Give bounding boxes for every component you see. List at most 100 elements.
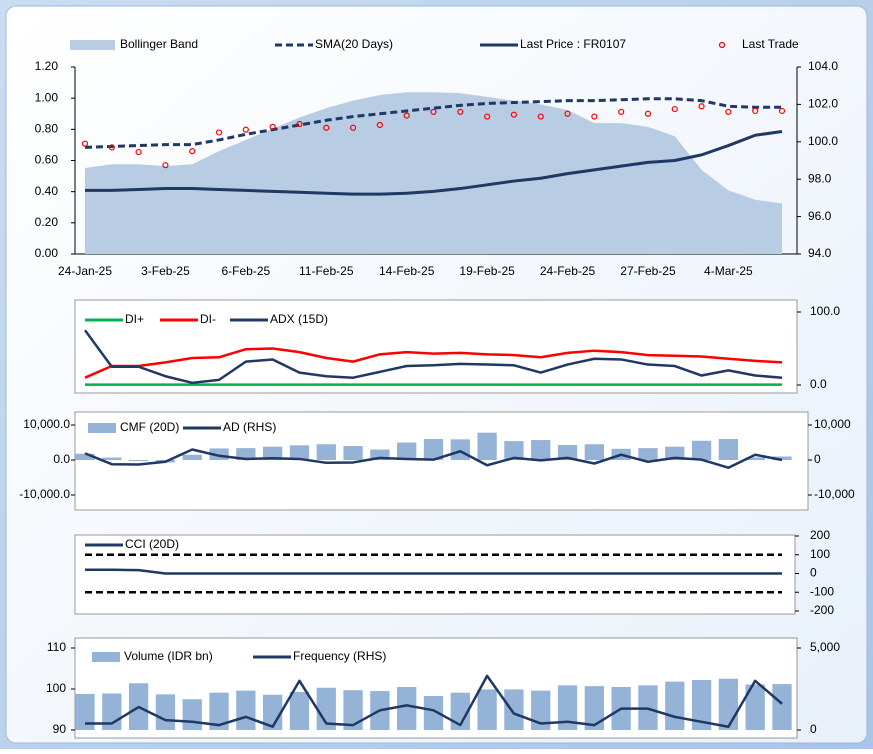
y2-tick-label: 98.0 bbox=[808, 171, 832, 185]
trade-marker bbox=[618, 108, 625, 115]
legend-label: DI- bbox=[200, 312, 216, 326]
y-tick-label: 0.00 bbox=[35, 246, 59, 260]
bar bbox=[557, 685, 578, 730]
trade-marker bbox=[591, 113, 598, 120]
y2-tick-label: 5,000 bbox=[810, 640, 840, 654]
bar bbox=[263, 694, 283, 730]
trade-marker bbox=[323, 124, 330, 131]
bar bbox=[665, 446, 685, 460]
bar bbox=[102, 457, 122, 460]
bar bbox=[316, 444, 336, 460]
trade-marker bbox=[644, 110, 652, 117]
bar bbox=[128, 460, 149, 462]
legend-label: DI+ bbox=[125, 312, 144, 326]
y-tick-label: 110 bbox=[47, 640, 66, 654]
x-tick-label: 27-Feb-25 bbox=[620, 264, 676, 278]
legend-swatch bbox=[88, 423, 116, 433]
bar bbox=[557, 444, 578, 460]
y2-tick-label: 100.0 bbox=[808, 134, 838, 148]
y-tick-label: 10,000.0 bbox=[23, 417, 70, 431]
bar bbox=[477, 689, 497, 730]
bar bbox=[182, 454, 202, 460]
bar bbox=[209, 692, 229, 730]
bar bbox=[450, 439, 470, 460]
y2-tick-label: -100 bbox=[810, 584, 834, 598]
legend-label: CCI (20D) bbox=[125, 537, 179, 551]
y-tick-label: 1.00 bbox=[35, 90, 59, 104]
trade-marker bbox=[698, 103, 705, 110]
bar bbox=[289, 691, 310, 730]
bar bbox=[423, 695, 444, 730]
legend-swatch bbox=[92, 652, 120, 662]
trade-marker bbox=[484, 113, 491, 120]
bar bbox=[182, 699, 202, 730]
trade-marker bbox=[135, 148, 142, 156]
trade-marker bbox=[537, 113, 544, 120]
bar bbox=[155, 694, 176, 730]
y-tick-label: 1.20 bbox=[35, 59, 59, 73]
bar bbox=[691, 679, 712, 730]
bar bbox=[745, 684, 765, 730]
trade-marker bbox=[242, 126, 249, 133]
y-tick-label: 0.20 bbox=[35, 215, 59, 229]
bar bbox=[745, 457, 765, 460]
trade-marker bbox=[269, 123, 276, 130]
bar bbox=[370, 449, 390, 460]
trade-marker bbox=[564, 110, 571, 117]
y2-tick-label: -200 bbox=[810, 603, 834, 617]
trade-marker bbox=[752, 107, 759, 115]
y2-tick-label: 100.0 bbox=[810, 304, 840, 318]
bar bbox=[75, 453, 95, 460]
series-line bbox=[85, 130, 783, 196]
y-tick-label: -10,000.0 bbox=[19, 487, 70, 501]
trade-marker bbox=[671, 105, 678, 113]
y2-tick-label: 94.0 bbox=[808, 246, 832, 260]
series-line bbox=[84, 448, 783, 469]
y2-tick-label: 0 bbox=[810, 566, 817, 580]
x-tick-label: 24-Feb-25 bbox=[540, 264, 596, 278]
trade-marker bbox=[349, 124, 357, 131]
trade-marker bbox=[778, 107, 786, 115]
y2-tick-label: 96.0 bbox=[808, 209, 832, 223]
series-line bbox=[85, 568, 782, 575]
series-line bbox=[85, 674, 783, 728]
x-tick-label: 3-Feb-25 bbox=[141, 264, 190, 278]
bar bbox=[584, 444, 604, 460]
legend-label: Volume (IDR bn) bbox=[124, 649, 213, 663]
y2-tick-label: 0.0 bbox=[810, 377, 827, 391]
y2-tick-label: 200 bbox=[810, 528, 830, 542]
trade-marker bbox=[296, 120, 303, 128]
trade-marker bbox=[376, 121, 383, 129]
y-tick-label: 0.60 bbox=[35, 153, 59, 167]
series-line bbox=[84, 347, 783, 379]
bar bbox=[531, 690, 551, 730]
bar bbox=[289, 445, 310, 460]
y-tick-label: 100 bbox=[46, 681, 66, 695]
band-area bbox=[85, 92, 782, 255]
bar bbox=[584, 686, 604, 730]
series-line bbox=[83, 329, 783, 385]
bar bbox=[209, 448, 229, 460]
x-tick-label: 11-Feb-25 bbox=[299, 264, 354, 278]
bar bbox=[477, 432, 497, 460]
bar bbox=[691, 440, 712, 460]
trade-marker bbox=[215, 129, 223, 136]
trade-marker bbox=[162, 162, 169, 169]
y2-tick-label: 10,000 bbox=[814, 417, 851, 431]
y-tick-label: 90 bbox=[53, 722, 67, 736]
legend-label: Last Trade bbox=[742, 37, 799, 51]
bar bbox=[718, 678, 739, 730]
bar bbox=[423, 439, 444, 460]
x-tick-label: 4-Mar-25 bbox=[704, 264, 753, 278]
y-tick-label: 0.0 bbox=[53, 452, 70, 466]
bar bbox=[665, 681, 685, 730]
y2-tick-label: 0 bbox=[814, 452, 821, 466]
trade-marker bbox=[725, 108, 732, 115]
trade-marker bbox=[510, 111, 518, 118]
legend-swatch bbox=[70, 40, 115, 50]
bar bbox=[397, 686, 417, 730]
bar bbox=[531, 440, 551, 460]
trade-marker bbox=[403, 112, 410, 119]
y2-tick-label: 102.0 bbox=[808, 97, 838, 111]
legend-label: Last Price : FR0107 bbox=[520, 37, 626, 51]
